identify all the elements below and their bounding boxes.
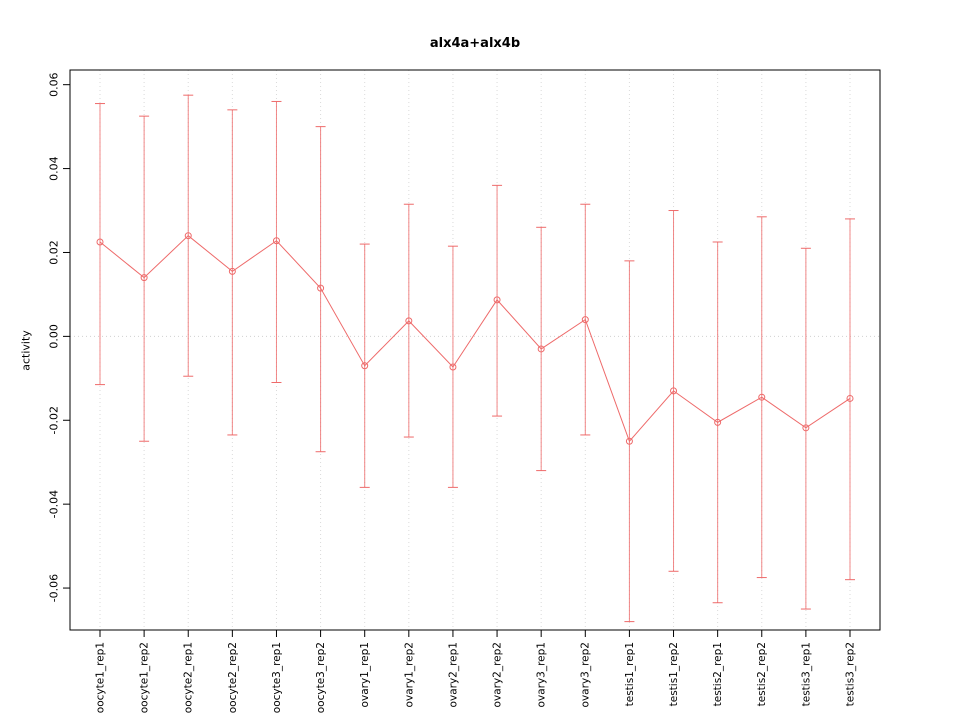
x-tick-label: ovary2_rep1 xyxy=(447,642,459,707)
data-point xyxy=(670,387,678,395)
x-tick-label: testis3_rep2 xyxy=(844,642,856,706)
x-tick-label: oocyte1_rep2 xyxy=(139,642,151,713)
x-tick-label: ovary1_rep2 xyxy=(403,642,415,707)
data-point xyxy=(493,296,501,304)
y-tick-label: 0.02 xyxy=(48,240,61,265)
data-point xyxy=(449,363,457,371)
x-tick-label: ovary2_rep2 xyxy=(492,642,504,707)
data-point xyxy=(758,393,766,401)
y-tick-label: -0.04 xyxy=(48,490,61,518)
y-tick-label: -0.02 xyxy=(48,406,61,434)
data-point xyxy=(96,238,104,246)
x-tick-label: testis1_rep1 xyxy=(624,642,636,706)
x-tick-label: ovary1_rep1 xyxy=(359,642,371,707)
data-point xyxy=(846,394,854,402)
data-point xyxy=(581,316,589,324)
x-tick-label: oocyte3_rep1 xyxy=(271,642,283,713)
y-tick-label: 0.04 xyxy=(48,156,61,181)
data-point xyxy=(405,317,413,325)
chart-title: alx4a+alx4b xyxy=(429,36,521,51)
x-tick-label: oocyte1_rep1 xyxy=(94,642,106,713)
y-tick-label: -0.06 xyxy=(48,574,61,602)
x-tick-label: oocyte2_rep2 xyxy=(227,642,239,713)
x-tick-label: testis2_rep2 xyxy=(756,642,768,706)
data-point xyxy=(537,345,545,353)
data-point xyxy=(184,232,192,240)
data-point xyxy=(714,418,722,426)
x-tick-label: oocyte3_rep2 xyxy=(315,642,327,713)
data-point xyxy=(317,284,325,292)
plot-border xyxy=(69,69,881,631)
data-point xyxy=(625,437,633,445)
data-point xyxy=(272,237,280,245)
x-tick-label: testis1_rep2 xyxy=(668,642,680,706)
x-tick-label: oocyte2_rep1 xyxy=(183,642,195,713)
y-tick-label: 0.06 xyxy=(48,72,61,97)
data-point xyxy=(140,274,148,282)
data-point xyxy=(802,424,810,432)
x-tick-label: ovary3_rep2 xyxy=(580,642,592,707)
x-tick-label: ovary3_rep1 xyxy=(536,642,548,707)
x-tick-label: testis3_rep1 xyxy=(800,642,812,706)
data-point xyxy=(361,362,369,370)
x-tick-label: testis2_rep1 xyxy=(712,642,724,706)
data-point xyxy=(228,267,236,275)
y-tick-label: 0.00 xyxy=(48,324,61,349)
series-line xyxy=(99,235,851,443)
